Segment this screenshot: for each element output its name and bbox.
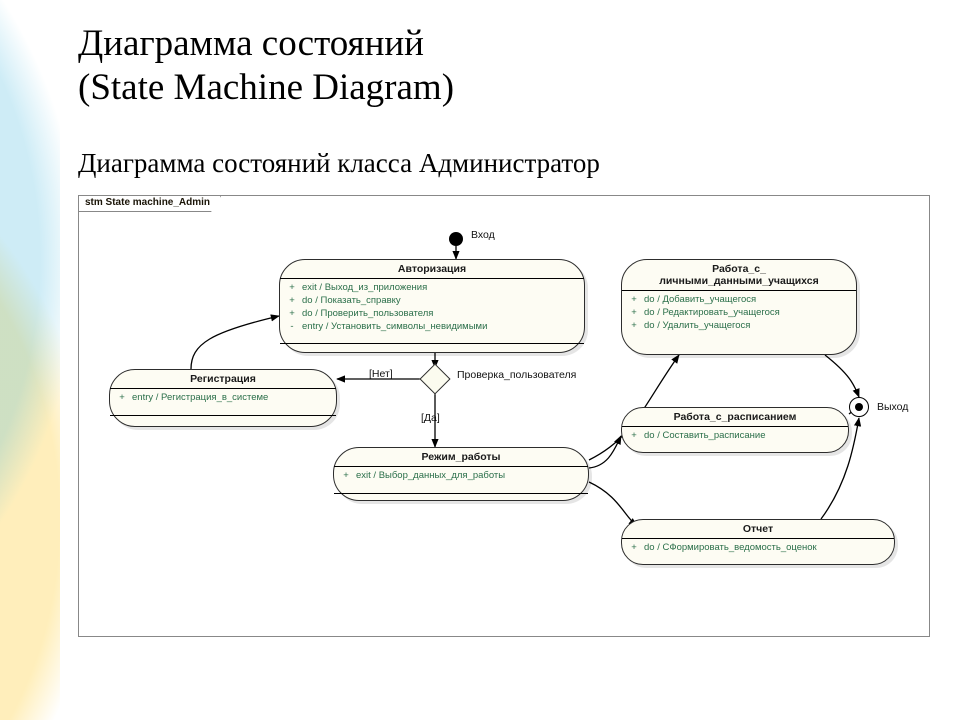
diagram-canvas: Вход Выход Проверка_пользователя [Нет] [Да] А… <box>79 196 929 636</box>
state-title: Работа_с_расписанием <box>622 408 848 427</box>
action-text: do / Показать_справку <box>302 295 401 308</box>
visibility-marker: + <box>118 392 126 405</box>
state-action: + do / СФормировать_ведомость_оценок <box>630 542 886 555</box>
state-action: + entry / Регистрация_в_системе <box>118 392 328 405</box>
state-title: Авторизация <box>280 260 584 279</box>
state-action: + do / Проверить_пользователя <box>288 308 576 321</box>
state-report: Отчет + do / СФормировать_ведомость_оценок <box>621 519 895 565</box>
decision-label: Проверка_пользователя <box>457 369 576 381</box>
compartment-separator <box>334 493 588 500</box>
state-action: + exit / Выбор_данных_для_работы <box>342 470 580 483</box>
action-text: do / Редактировать_учащегося <box>644 307 780 320</box>
visibility-marker: + <box>288 295 296 308</box>
visibility-marker: + <box>288 282 296 295</box>
guard-no: [Нет] <box>369 368 393 380</box>
state-action: + do / Показать_справку <box>288 295 576 308</box>
state-action: + do / Добавить_учащегося <box>630 294 848 307</box>
state-action: + exit / Выход_из_приложения <box>288 282 576 295</box>
visibility-marker: + <box>630 294 638 307</box>
edge-e-stud-final <box>825 355 859 397</box>
action-text: do / Удалить_учащегося <box>644 320 750 333</box>
diagram-frame: stm State machine_Admin ВходВыходПроверк… <box>78 195 930 637</box>
page-title: Диаграмма состояний (State Machine Diagr… <box>78 22 454 109</box>
slide-accent <box>0 0 60 720</box>
state-body: + do / Составить_расписание <box>622 427 848 449</box>
final-node <box>849 397 869 417</box>
action-text: do / СФормировать_ведомость_оценок <box>644 542 817 555</box>
state-title: Регистрация <box>110 370 336 389</box>
state-students: Работа_с_личными_данными_учащихся + do / Д… <box>621 259 857 355</box>
visibility-marker: - <box>288 321 296 334</box>
visibility-marker: + <box>288 308 296 321</box>
state-action: + do / Составить_расписание <box>630 430 840 443</box>
page-subtitle: Диаграмма состояний класса Администратор <box>78 148 600 179</box>
action-text: do / Добавить_учащегося <box>644 294 756 307</box>
state-title: Отчет <box>622 520 894 539</box>
state-body: + entry / Регистрация_в_системе <box>110 389 336 411</box>
state-title: Работа_с_личными_данными_учащихся <box>622 260 856 291</box>
compartment-separator <box>280 343 584 350</box>
visibility-marker: + <box>630 542 638 555</box>
decision-node <box>419 363 450 394</box>
visibility-marker: + <box>630 307 638 320</box>
visibility-marker: + <box>630 320 638 333</box>
visibility-marker: + <box>630 430 638 443</box>
state-auth: Авторизация + exit / Выход_из_приложения + d… <box>279 259 585 353</box>
title-line2: (State Machine Diagram) <box>78 67 454 108</box>
state-mode: Режим_работы + exit / Выбор_данных_для_раб… <box>333 447 589 501</box>
action-text: exit / Выбор_данных_для_работы <box>356 470 505 483</box>
state-action: + do / Редактировать_учащегося <box>630 307 848 320</box>
action-text: do / Проверить_пользователя <box>302 308 433 321</box>
state-body: + exit / Выход_из_приложения + do / Показат… <box>280 279 584 339</box>
action-text: do / Составить_расписание <box>644 430 765 443</box>
action-text: entry / Регистрация_в_системе <box>132 392 268 405</box>
state-body: + exit / Выбор_данных_для_работы <box>334 467 588 489</box>
final-label: Выход <box>877 401 908 413</box>
compartment-separator <box>110 415 336 422</box>
state-body: + do / Добавить_учащегося + do / Редактиров… <box>622 291 856 338</box>
state-title: Режим_работы <box>334 448 588 467</box>
state-reg: Регистрация + entry / Регистрация_в_систем… <box>109 369 337 427</box>
initial-label: Вход <box>471 229 495 241</box>
initial-node <box>449 232 463 246</box>
action-text: exit / Выход_из_приложения <box>302 282 427 295</box>
edge-e-mode-sched <box>589 436 621 468</box>
title-line1: Диаграмма состояний <box>78 23 424 64</box>
visibility-marker: + <box>342 470 350 483</box>
edge-e-reg-auth <box>191 316 279 369</box>
state-body: + do / СФормировать_ведомость_оценок <box>622 539 894 561</box>
state-action: + do / Удалить_учащегося <box>630 320 848 333</box>
state-schedule: Работа_с_расписанием + do / Составить_расп… <box>621 407 849 453</box>
guard-yes: [Да] <box>421 412 440 424</box>
action-text: entry / Установить_символы_невидимыми <box>302 321 487 334</box>
state-action: -entry / Установить_символы_невидимыми <box>288 321 576 334</box>
